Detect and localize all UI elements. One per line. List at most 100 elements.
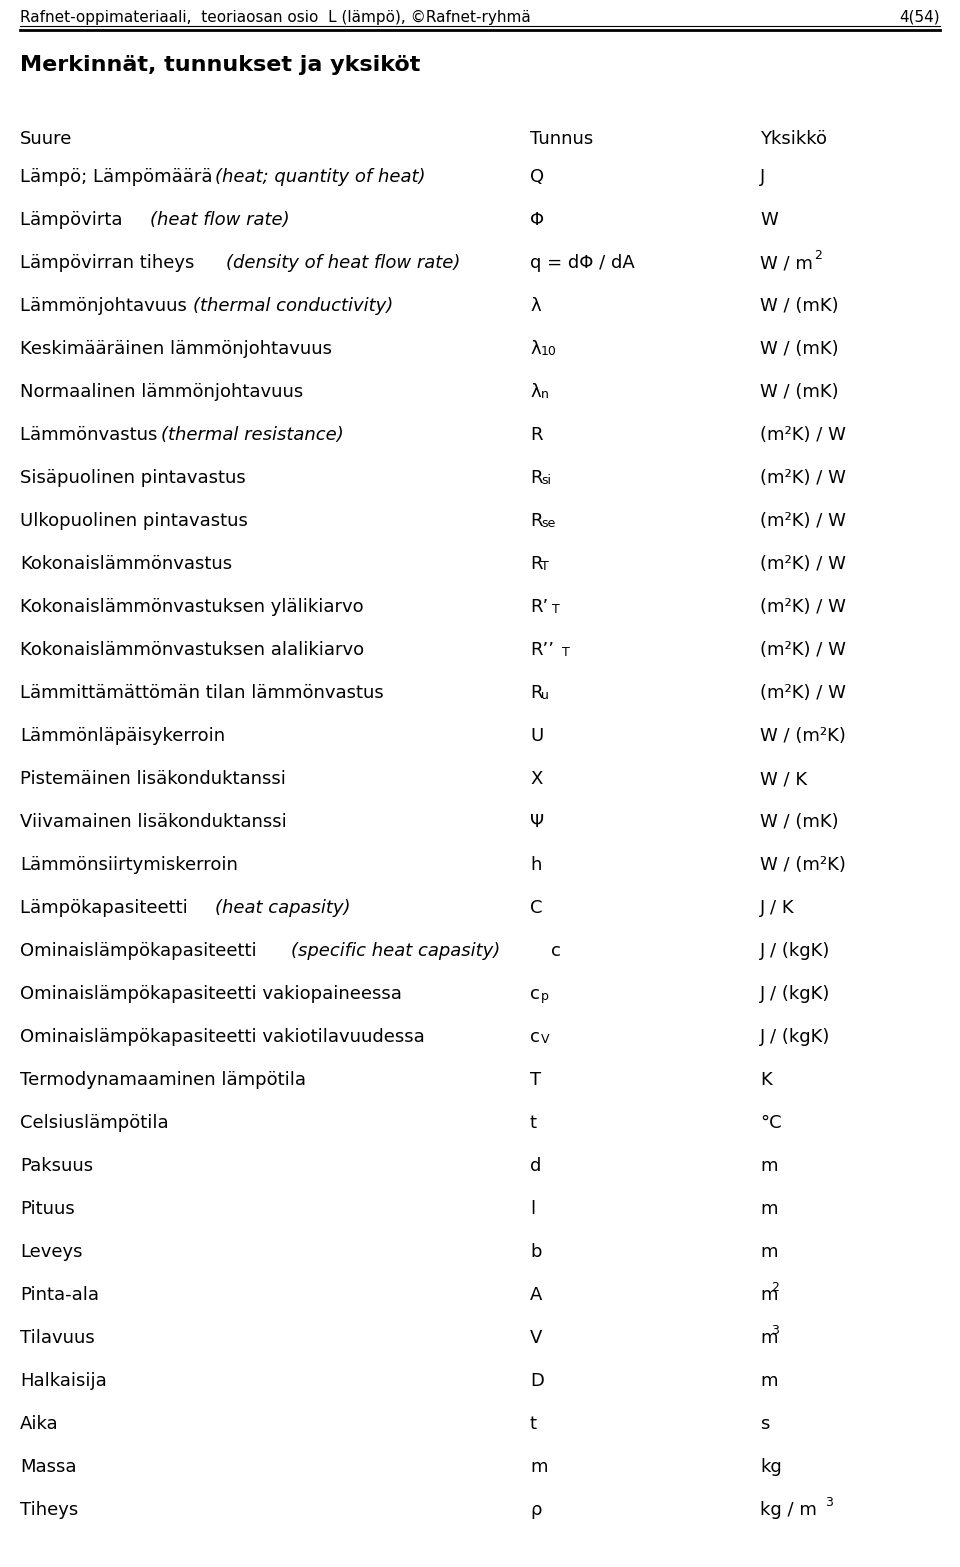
Text: V: V [540,1033,549,1047]
Text: Halkaisija: Halkaisija [20,1373,107,1390]
Text: kg: kg [760,1457,781,1476]
Text: T: T [530,1070,541,1089]
Text: Kokonaislämmönvastuksen ylälikiarvo: Kokonaislämmönvastuksen ylälikiarvo [20,599,364,616]
Text: Ψ: Ψ [530,813,544,831]
Text: D: D [530,1373,544,1390]
Text: J / (kgK): J / (kgK) [760,1028,830,1047]
Text: W / (mK): W / (mK) [760,298,839,315]
Text: t: t [530,1114,537,1131]
Text: h: h [530,856,541,874]
Text: W / m: W / m [760,254,813,273]
Text: b: b [530,1243,541,1261]
Text: R: R [530,469,542,487]
Text: Keskimääräinen lämmönjohtavuus: Keskimääräinen lämmönjohtavuus [20,340,332,357]
Text: 3: 3 [771,1324,779,1337]
Text: se: se [540,517,555,530]
Text: 2: 2 [814,249,822,262]
Text: Ominaislämpökapasiteetti vakiopaineessa: Ominaislämpökapasiteetti vakiopaineessa [20,986,402,1003]
Text: Ominaislämpökapasiteetti: Ominaislämpökapasiteetti [20,942,262,961]
Text: Kokonaislämmönvastuksen alalikiarvo: Kokonaislämmönvastuksen alalikiarvo [20,641,364,660]
Text: c: c [551,942,561,961]
Text: (heat flow rate): (heat flow rate) [150,212,290,229]
Text: X: X [530,769,542,788]
Text: Tiheys: Tiheys [20,1501,79,1518]
Text: m: m [760,1200,778,1218]
Text: m: m [760,1156,778,1175]
Text: Massa: Massa [20,1457,77,1476]
Text: Celsiuslämpötila: Celsiuslämpötila [20,1114,169,1131]
Text: W / K: W / K [760,769,807,788]
Text: l: l [530,1200,535,1218]
Text: (m²K) / W: (m²K) / W [760,685,846,702]
Text: Lämmönvastus: Lämmönvastus [20,426,163,443]
Text: Lämmittämättömän tilan lämmönvastus: Lämmittämättömän tilan lämmönvastus [20,685,384,702]
Text: R: R [530,426,542,443]
Text: 4(54): 4(54) [900,9,940,25]
Text: Leveys: Leveys [20,1243,83,1261]
Text: λ: λ [530,340,540,357]
Text: Sisäpuolinen pintavastus: Sisäpuolinen pintavastus [20,469,246,487]
Text: Ominaislämpökapasiteetti vakiotilavuudessa: Ominaislämpökapasiteetti vakiotilavuudes… [20,1028,424,1047]
Text: q = dΦ / dA: q = dΦ / dA [530,254,635,273]
Text: W / (m²K): W / (m²K) [760,856,846,874]
Text: 2: 2 [771,1280,779,1294]
Text: m: m [530,1457,547,1476]
Text: T: T [563,646,570,660]
Text: (m²K) / W: (m²K) / W [760,512,846,530]
Text: Lämmönläpäisykerroin: Lämmönläpäisykerroin [20,727,226,744]
Text: 10: 10 [540,345,557,357]
Text: d: d [530,1156,541,1175]
Text: m: m [760,1243,778,1261]
Text: kg / m: kg / m [760,1501,817,1518]
Text: °C: °C [760,1114,781,1131]
Text: Kokonaislämmönvastus: Kokonaislämmönvastus [20,555,232,574]
Text: R: R [530,555,542,574]
Text: Pistemäinen lisäkonduktanssi: Pistemäinen lisäkonduktanssi [20,769,286,788]
Text: T: T [540,559,548,574]
Text: R’: R’ [530,599,548,616]
Text: u: u [540,689,549,702]
Text: T: T [552,603,560,616]
Text: (m²K) / W: (m²K) / W [760,426,846,443]
Text: Pinta-ala: Pinta-ala [20,1287,99,1304]
Text: Tunnus: Tunnus [530,130,593,147]
Text: Rafnet-oppimateriaali,  teoriaosan osio  L (lämpö), ©Rafnet-ryhmä: Rafnet-oppimateriaali, teoriaosan osio L… [20,9,531,25]
Text: Q: Q [530,168,544,186]
Text: J: J [760,168,765,186]
Text: V: V [530,1329,542,1348]
Text: J / (kgK): J / (kgK) [760,986,830,1003]
Text: λ: λ [530,382,540,401]
Text: W: W [760,212,778,229]
Text: Yksikkö: Yksikkö [760,130,827,147]
Text: Aika: Aika [20,1415,59,1432]
Text: Lämpö; Lämpömäärä: Lämpö; Lämpömäärä [20,168,218,186]
Text: U: U [530,727,543,744]
Text: K: K [760,1070,772,1089]
Text: R: R [530,512,542,530]
Text: Lämpövirta: Lämpövirta [20,212,134,229]
Text: (density of heat flow rate): (density of heat flow rate) [226,254,460,273]
Text: (m²K) / W: (m²K) / W [760,641,846,660]
Text: Paksuus: Paksuus [20,1156,93,1175]
Text: s: s [760,1415,769,1432]
Text: si: si [540,473,551,487]
Text: Lämmönjohtavuus: Lämmönjohtavuus [20,298,193,315]
Text: Normaalinen lämmönjohtavuus: Normaalinen lämmönjohtavuus [20,382,303,401]
Text: p: p [540,990,549,1003]
Text: R: R [530,685,542,702]
Text: Viivamainen lisäkonduktanssi: Viivamainen lisäkonduktanssi [20,813,287,831]
Text: (m²K) / W: (m²K) / W [760,469,846,487]
Text: Ulkopuolinen pintavastus: Ulkopuolinen pintavastus [20,512,248,530]
Text: t: t [530,1415,537,1432]
Text: m: m [760,1329,778,1348]
Text: Merkinnät, tunnukset ja yksiköt: Merkinnät, tunnukset ja yksiköt [20,55,420,75]
Text: W / (mK): W / (mK) [760,813,839,831]
Text: (thermal resistance): (thermal resistance) [161,426,344,443]
Text: Lämpövirran tiheys: Lämpövirran tiheys [20,254,200,273]
Text: Lämpökapasiteetti: Lämpökapasiteetti [20,899,194,917]
Text: W / (mK): W / (mK) [760,340,839,357]
Text: c: c [530,1028,540,1047]
Text: (heat capasity): (heat capasity) [215,899,350,917]
Text: Pituus: Pituus [20,1200,75,1218]
Text: 3: 3 [825,1496,833,1509]
